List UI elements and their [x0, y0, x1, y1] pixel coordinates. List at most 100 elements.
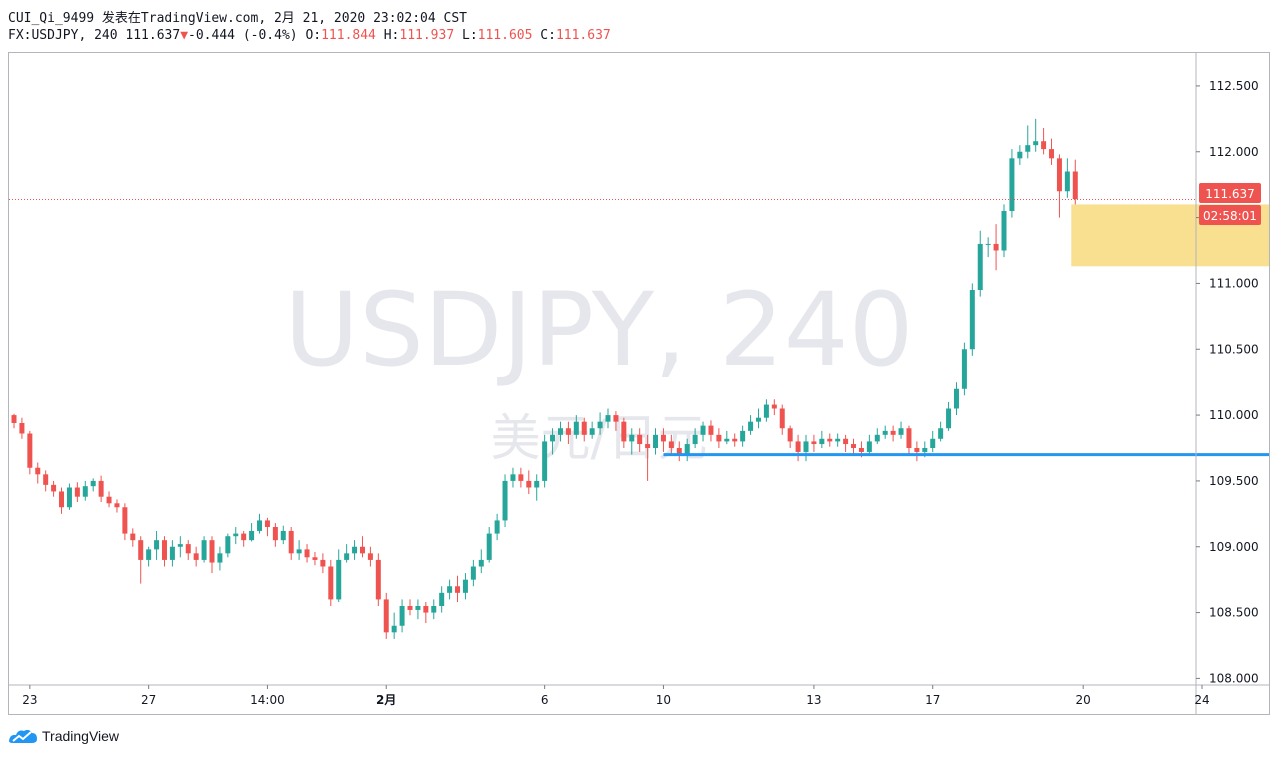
candle-body: [249, 530, 255, 541]
candle-body: [431, 606, 437, 613]
candle-body: [312, 557, 318, 560]
candle-body: [462, 579, 468, 593]
candle-body: [455, 586, 461, 593]
candle-body: [296, 549, 302, 554]
footer-brand[interactable]: TradingView: [42, 728, 120, 744]
candle-body: [130, 533, 136, 541]
candle-body: [1064, 171, 1070, 192]
x-tick-label: 27: [141, 693, 156, 707]
candle-body: [771, 404, 777, 409]
candle-body: [177, 544, 183, 547]
tradingview-logo-icon[interactable]: [8, 727, 38, 745]
candle-body: [946, 408, 952, 429]
candle-body: [961, 349, 967, 389]
candle-body: [716, 434, 722, 442]
high-value: 111.937: [399, 28, 455, 43]
candle-body: [486, 533, 492, 560]
candle-body: [573, 421, 579, 435]
last-price-badge-bg: [1199, 183, 1261, 203]
y-tick-label: 110.500: [1209, 342, 1259, 356]
candle-body: [257, 520, 263, 531]
candle-body: [922, 448, 928, 452]
candle-body: [882, 430, 888, 435]
candle-body: [811, 441, 817, 445]
candle-body: [866, 441, 872, 452]
candle-body: [898, 428, 904, 435]
candle-body: [470, 566, 476, 580]
candle-body: [1009, 158, 1015, 211]
candle-body: [344, 553, 350, 560]
y-tick-label: 112.000: [1209, 145, 1259, 159]
candle-body: [407, 606, 413, 610]
candlestick-chart[interactable]: USDJPY, 240 美元/日元 108.000 108.500 109.000 1…: [9, 53, 1280, 714]
candle-body: [1025, 145, 1031, 152]
chart-frame[interactable]: USDJPY, 240 美元/日元 108.000 108.500 109.000 1…: [8, 52, 1280, 715]
candle-body: [660, 434, 666, 442]
candle-body: [1001, 211, 1007, 251]
candle-body: [383, 599, 389, 633]
candle-body: [51, 484, 57, 492]
candle-body: [494, 520, 500, 534]
candle-body: [201, 540, 207, 560]
candle-body: [565, 428, 571, 435]
symbol-label[interactable]: FX:USDJPY, 240: [8, 28, 118, 43]
candle-body: [154, 540, 160, 550]
candle-body: [542, 441, 548, 481]
candle-body: [280, 530, 286, 541]
candle-body: [336, 559, 342, 600]
candle-body: [977, 243, 983, 290]
candle-body: [272, 527, 278, 541]
candle-body: [304, 549, 310, 558]
candle-body: [447, 586, 453, 593]
candle-body: [589, 428, 595, 435]
candle-body: [858, 448, 864, 452]
y-tick-label: 111.000: [1209, 276, 1259, 290]
y-tick-label: 112.500: [1209, 79, 1259, 93]
candle-body: [478, 559, 484, 567]
candle-body: [122, 507, 128, 534]
candle-body: [1033, 141, 1039, 146]
candle-body: [193, 553, 199, 560]
candle-body: [320, 559, 326, 567]
candle-body: [890, 430, 896, 435]
candle-body: [217, 553, 223, 563]
candle-body: [209, 540, 215, 563]
candle-body: [835, 438, 841, 442]
candle-body: [66, 487, 72, 508]
candle-body: [502, 480, 508, 521]
candle-body: [27, 433, 33, 468]
candle-body: [1017, 151, 1023, 159]
candle-body: [288, 530, 294, 554]
candle-body: [874, 434, 880, 442]
x-tick-label: 10: [656, 693, 671, 707]
x-tick-label: 14:00: [250, 693, 285, 707]
candle-body: [550, 434, 556, 442]
open-value: 111.844: [321, 28, 376, 43]
candle-body: [98, 480, 104, 497]
countdown-badge-bg: [1199, 205, 1261, 225]
candle-body: [692, 434, 698, 445]
candle-body: [629, 434, 635, 442]
candle-body: [169, 546, 175, 560]
candle-body: [676, 448, 682, 455]
chart-title: CUI_Qi_9499 发表在TradingView.com, 2月 21, 2…: [8, 11, 467, 26]
candle-body: [146, 549, 152, 560]
candle-body: [59, 491, 65, 508]
candle-body: [708, 425, 714, 435]
candle-body: [399, 606, 405, 626]
candle-body: [439, 592, 445, 606]
x-tick-label: 6: [541, 693, 549, 707]
candle-body: [843, 438, 849, 445]
candle-body: [35, 467, 41, 475]
candle-body: [724, 438, 730, 442]
candle-body: [233, 533, 239, 537]
ohlc-legend: FX:USDJPY, 240 111.637▼-0.444 (-0.4%) O:…: [8, 28, 611, 43]
candle-body: [161, 540, 167, 560]
candle-body: [185, 544, 191, 554]
candle-body: [985, 243, 991, 245]
last-price-label: 111.637: [125, 28, 181, 43]
watermark-symbol: USDJPY, 240: [284, 271, 913, 390]
candle-body: [953, 388, 959, 409]
candle-body: [645, 444, 651, 448]
close-value: 111.637: [555, 28, 611, 43]
